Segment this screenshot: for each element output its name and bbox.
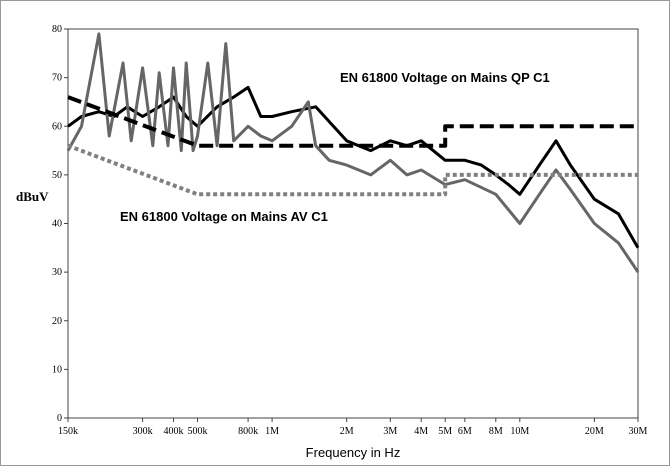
x-tick-label: 8M	[489, 426, 503, 437]
y-tick-label: 60	[52, 121, 62, 132]
x-tick-label: 150k	[58, 426, 78, 437]
x-tick-label: 6M	[458, 426, 472, 437]
x-tick-label: 400k	[164, 426, 184, 437]
x-tick-label: 30M	[629, 426, 648, 437]
x-tick-label: 800k	[238, 426, 258, 437]
y-tick-label: 20	[52, 316, 62, 327]
y-axis-label: dBuV	[16, 189, 49, 204]
y-tick-label: 40	[52, 219, 62, 230]
y-tick-label: 70	[52, 73, 62, 84]
x-tick-label: 300k	[133, 426, 153, 437]
annotation: EN 61800 Voltage on Mains AV C1	[120, 209, 328, 224]
x-tick-label: 4M	[414, 426, 428, 437]
series-line	[67, 143, 638, 197]
x-tick-label: 500k	[188, 426, 208, 437]
x-tick-label: 3M	[383, 426, 397, 437]
y-tick-label: 10	[52, 364, 62, 375]
x-tick-label: 10M	[510, 426, 529, 437]
x-tick-label: 2M	[340, 426, 354, 437]
y-tick-label: 80	[52, 24, 62, 35]
series-line	[67, 95, 638, 148]
series-line	[66, 32, 640, 273]
annotation: EN 61800 Voltage on Mains QP C1	[340, 70, 550, 85]
y-tick-label: 50	[52, 170, 62, 181]
y-tick-label: 30	[52, 267, 62, 278]
x-tick-label: 5M	[438, 426, 452, 437]
x-tick-label: 1M	[265, 426, 279, 437]
x-tick-label: 20M	[585, 426, 604, 437]
y-tick-label: 0	[57, 413, 62, 424]
series-line	[67, 85, 640, 249]
x-axis-label: Frequency in Hz	[306, 445, 401, 460]
